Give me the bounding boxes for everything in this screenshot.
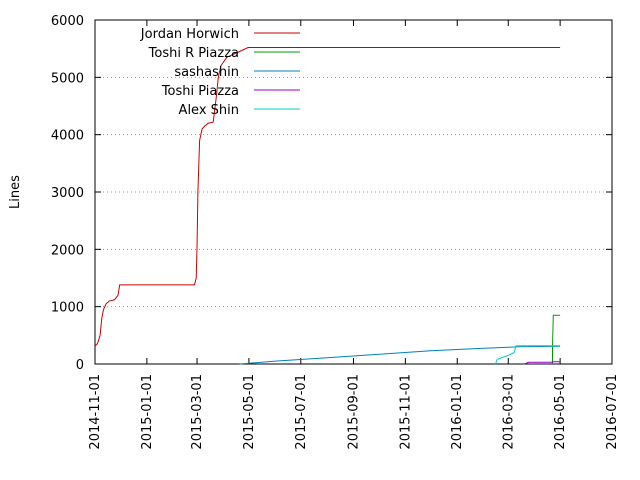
x-tick-label: 2015-01-01 xyxy=(140,374,155,450)
x-tick-label: 2016-05-01 xyxy=(553,374,568,450)
legend-label: Toshi R Piazza xyxy=(148,46,239,61)
x-tick-label: 2015-09-01 xyxy=(347,374,362,450)
series-line-2 xyxy=(239,345,561,365)
y-tick-label: 3000 xyxy=(51,186,84,201)
series-line-0 xyxy=(94,47,561,347)
y-tick-label: 1000 xyxy=(51,301,84,316)
grid-lines xyxy=(95,76,612,308)
y-tick-label: 0 xyxy=(76,358,84,373)
x-tick-label: 2015-05-01 xyxy=(242,374,257,450)
series-group xyxy=(94,47,561,365)
y-tick-label: 2000 xyxy=(51,243,84,258)
x-tick-label: 2016-03-01 xyxy=(501,374,516,450)
x-tick-label: 2015-11-01 xyxy=(398,374,413,450)
x-tick-label: 2014-11-01 xyxy=(88,374,103,450)
series-line-4 xyxy=(495,345,561,365)
x-axis: 2014-11-01 2015-01-01 2015-03-01 2015-05-01… xyxy=(88,20,620,450)
y-tick-label: 5000 xyxy=(51,71,84,86)
legend-label: Toshi Piazza xyxy=(161,84,239,99)
series-line-1 xyxy=(552,314,561,364)
x-tick-label: 2016-01-01 xyxy=(450,374,465,450)
x-tick-label: 2016-07-01 xyxy=(605,374,620,450)
x-tick-label: 2015-07-01 xyxy=(294,374,309,450)
legend: Jordan Horwich Toshi R Piazza sashashin Tos… xyxy=(140,27,300,118)
x-tick-label: 2015-03-01 xyxy=(190,374,205,450)
series-line-3 xyxy=(524,361,561,365)
plot-frame xyxy=(94,19,613,365)
y-tick-label: 6000 xyxy=(51,14,84,29)
legend-label: Jordan Horwich xyxy=(140,27,239,42)
y-axis: 0 1000 2000 3000 4000 5000 6000 xyxy=(51,14,612,373)
y-tick-label: 4000 xyxy=(51,129,84,144)
y-axis-label: Lines xyxy=(8,175,23,209)
legend-label: sashashin xyxy=(174,65,239,80)
legend-label: Alex Shin xyxy=(179,103,239,118)
